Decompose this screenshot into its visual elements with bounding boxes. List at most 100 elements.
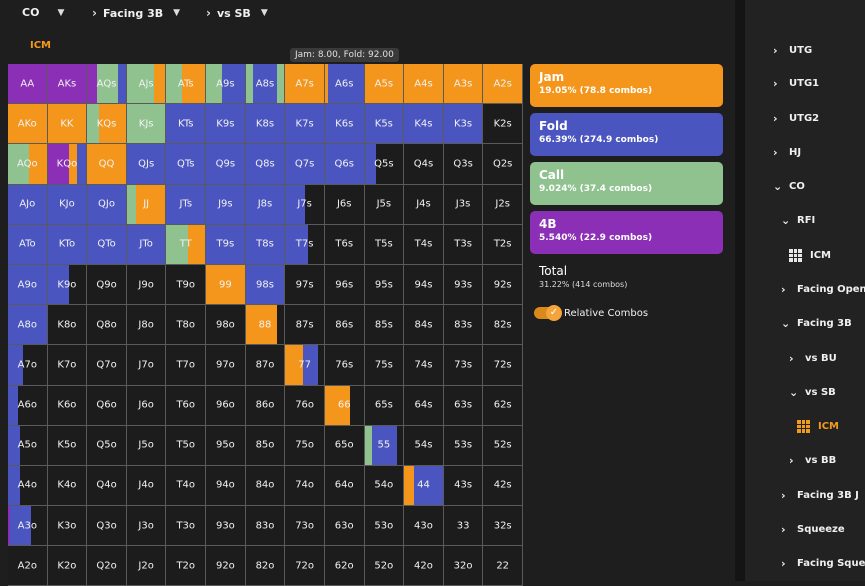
- hand-cell-95o[interactable]: 95o: [206, 425, 246, 466]
- hand-cell-AQs[interactable]: AQs: [87, 64, 127, 105]
- hand-cell-J6o[interactable]: J6o: [126, 385, 167, 426]
- hand-cell-99[interactable]: 99: [206, 264, 246, 306]
- hand-cell-84s[interactable]: 84s: [404, 305, 444, 346]
- hand-cell-92s[interactable]: 92s: [483, 264, 523, 306]
- hand-cell-T7o[interactable]: T7o: [166, 345, 207, 386]
- tree-item-utg2[interactable]: › UTG2: [773, 112, 819, 125]
- hand-cell-JTs[interactable]: JTs: [166, 184, 207, 225]
- legend-jam[interactable]: Jam 19.05% (78.8 combos): [530, 64, 723, 107]
- hand-cell-75s[interactable]: 75s: [364, 345, 405, 386]
- hand-cell-AJs[interactable]: AJs: [126, 64, 167, 105]
- hand-cell-A6o[interactable]: A6o: [8, 385, 48, 426]
- hand-cell-K6o[interactable]: K6o: [47, 385, 88, 426]
- hand-cell-Q4s[interactable]: Q4s: [404, 144, 444, 185]
- tree-item-co[interactable]: ⌄ CO: [773, 180, 805, 193]
- hand-cell-82s[interactable]: 82s: [483, 305, 523, 346]
- hand-cell-95s[interactable]: 95s: [364, 264, 405, 306]
- hand-cell-T6s[interactable]: T6s: [324, 224, 365, 265]
- hand-cell-42s[interactable]: 42s: [483, 465, 523, 507]
- tree-item-facing-open[interactable]: › Facing Open: [781, 283, 865, 296]
- hand-cell-85o[interactable]: 85o: [245, 425, 286, 466]
- hand-cell-KK[interactable]: KK: [47, 104, 88, 145]
- hand-cell-55[interactable]: 55: [364, 425, 405, 466]
- hand-cell-T7s[interactable]: T7s: [285, 224, 325, 265]
- hand-cell-63s[interactable]: 63s: [443, 385, 484, 426]
- hand-cell-AJo[interactable]: AJo: [8, 184, 48, 225]
- scenario-dropdown[interactable]: › Facing 3B ▼: [92, 6, 180, 20]
- relative-combos-toggle[interactable]: ✓ Relative Combos: [530, 305, 723, 321]
- hand-cell-K2s[interactable]: K2s: [483, 104, 523, 145]
- hand-cell-65s[interactable]: 65s: [364, 385, 405, 426]
- hand-cell-94o[interactable]: 94o: [206, 465, 246, 507]
- hand-cell-92o[interactable]: 92o: [206, 546, 246, 586]
- hand-cell-A7o[interactable]: A7o: [8, 345, 48, 386]
- hand-cell-86o[interactable]: 86o: [245, 385, 286, 426]
- hand-cell-43o[interactable]: 43o: [404, 506, 444, 547]
- hand-cell-54s[interactable]: 54s: [404, 425, 444, 466]
- hand-cell-64o[interactable]: 64o: [324, 465, 365, 507]
- hand-cell-K8o[interactable]: K8o: [47, 305, 88, 346]
- hand-cell-T9o[interactable]: T9o: [166, 264, 207, 306]
- hand-cell-63o[interactable]: 63o: [324, 506, 365, 547]
- hand-cell-J5o[interactable]: J5o: [126, 425, 167, 466]
- tree-item-hj[interactable]: › HJ: [773, 146, 801, 159]
- hand-cell-Q2s[interactable]: Q2s: [483, 144, 523, 185]
- hand-cell-KQs[interactable]: KQs: [87, 104, 127, 145]
- hand-cell-J6s[interactable]: J6s: [324, 184, 365, 225]
- hand-cell-J2s[interactable]: J2s: [483, 184, 523, 225]
- hand-cell-J7s[interactable]: J7s: [285, 184, 325, 225]
- hand-cell-98s[interactable]: 98s: [245, 264, 286, 306]
- hand-cell-A8o[interactable]: A8o: [8, 305, 48, 346]
- hand-cell-K9o[interactable]: K9o: [47, 264, 88, 306]
- hand-cell-64s[interactable]: 64s: [404, 385, 444, 426]
- hand-cell-83s[interactable]: 83s: [443, 305, 484, 346]
- hand-cell-K8s[interactable]: K8s: [245, 104, 286, 145]
- hand-cell-KJo[interactable]: KJo: [47, 184, 88, 225]
- hand-cell-AA[interactable]: AA: [8, 64, 48, 105]
- hand-cell-73s[interactable]: 73s: [443, 345, 484, 386]
- position-dropdown[interactable]: CO ▼: [22, 6, 64, 19]
- hand-cell-T8s[interactable]: T8s: [245, 224, 286, 265]
- hand-cell-72o[interactable]: 72o: [285, 546, 325, 586]
- hand-cell-JJ[interactable]: JJ: [126, 184, 167, 225]
- hand-cell-ATs[interactable]: ATs: [166, 64, 207, 105]
- hand-cell-97o[interactable]: 97o: [206, 345, 246, 386]
- hand-cell-88[interactable]: 88: [245, 305, 286, 346]
- hand-cell-53o[interactable]: 53o: [364, 506, 405, 547]
- hand-cell-82o[interactable]: 82o: [245, 546, 286, 586]
- hand-cell-62o[interactable]: 62o: [324, 546, 365, 586]
- hand-cell-QQ[interactable]: QQ: [87, 144, 127, 185]
- tree-item-icm[interactable]: ICM: [797, 420, 839, 433]
- hand-cell-J3s[interactable]: J3s: [443, 184, 484, 225]
- hand-cell-85s[interactable]: 85s: [364, 305, 405, 346]
- hand-cell-QTo[interactable]: QTo: [87, 224, 127, 265]
- hand-cell-A3o[interactable]: A3o: [8, 506, 48, 547]
- hand-cell-84o[interactable]: 84o: [245, 465, 286, 507]
- hand-cell-K5s[interactable]: K5s: [364, 104, 405, 145]
- hand-cell-T5s[interactable]: T5s: [364, 224, 405, 265]
- tree-item-vs-bb[interactable]: › vs BB: [789, 454, 836, 467]
- hand-cell-A3s[interactable]: A3s: [443, 64, 484, 105]
- hand-cell-A2o[interactable]: A2o: [8, 546, 48, 586]
- hand-cell-32o[interactable]: 32o: [443, 546, 484, 586]
- tree-item-facing-3b[interactable]: ⌄ Facing 3B: [781, 317, 852, 330]
- hand-cell-A5s[interactable]: A5s: [364, 64, 405, 105]
- hand-cell-KQo[interactable]: KQo: [47, 144, 88, 185]
- hand-cell-62s[interactable]: 62s: [483, 385, 523, 426]
- hand-cell-K2o[interactable]: K2o: [47, 546, 88, 586]
- hand-cell-J5s[interactable]: J5s: [364, 184, 405, 225]
- hand-cell-J4o[interactable]: J4o: [126, 465, 167, 507]
- hand-cell-44[interactable]: 44: [404, 465, 444, 507]
- hand-cell-T4s[interactable]: T4s: [404, 224, 444, 265]
- hand-cell-76s[interactable]: 76s: [324, 345, 365, 386]
- hand-cell-72s[interactable]: 72s: [483, 345, 523, 386]
- tree-item-utg[interactable]: › UTG: [773, 44, 812, 57]
- hand-cell-74o[interactable]: 74o: [285, 465, 325, 507]
- hand-cell-T9s[interactable]: T9s: [206, 224, 246, 265]
- hand-cell-A4s[interactable]: A4s: [404, 64, 444, 105]
- hand-cell-33[interactable]: 33: [443, 506, 484, 547]
- hand-cell-93s[interactable]: 93s: [443, 264, 484, 306]
- hand-cell-AKs[interactable]: AKs: [47, 64, 88, 105]
- hand-cell-J9o[interactable]: J9o: [126, 264, 167, 306]
- hand-cell-A4o[interactable]: A4o: [8, 465, 48, 507]
